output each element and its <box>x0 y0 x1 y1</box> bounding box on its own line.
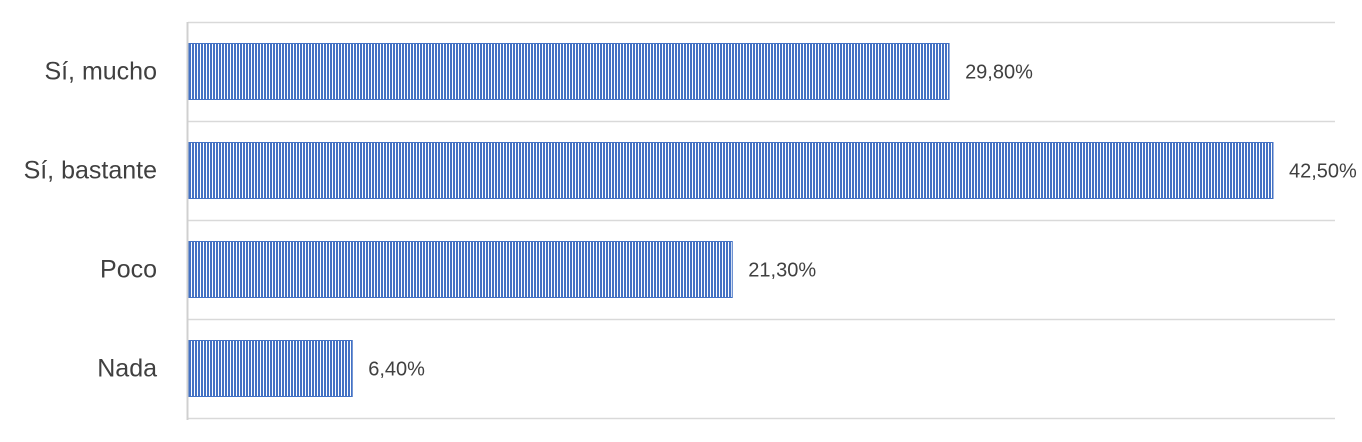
bar <box>188 340 353 397</box>
category-labels: Sí, mucho Sí, bastante Poco Nada <box>24 58 158 383</box>
data-label: 6,40% <box>368 359 425 381</box>
data-label: 21,30% <box>748 260 816 282</box>
value-labels: 29,80% 42,50% 21,30% 6,40% <box>368 62 1357 381</box>
data-label: 42,50% <box>1289 161 1357 183</box>
bar <box>188 241 733 298</box>
bar <box>188 142 1274 199</box>
data-label: 29,80% <box>965 62 1033 84</box>
category-label: Poco <box>100 256 157 284</box>
category-label: Sí, mucho <box>44 58 157 86</box>
bar <box>188 43 950 100</box>
gridlines <box>188 21 1335 420</box>
bars-group <box>188 43 1274 397</box>
category-label: Sí, bastante <box>24 157 157 185</box>
category-label: Nada <box>97 355 157 383</box>
